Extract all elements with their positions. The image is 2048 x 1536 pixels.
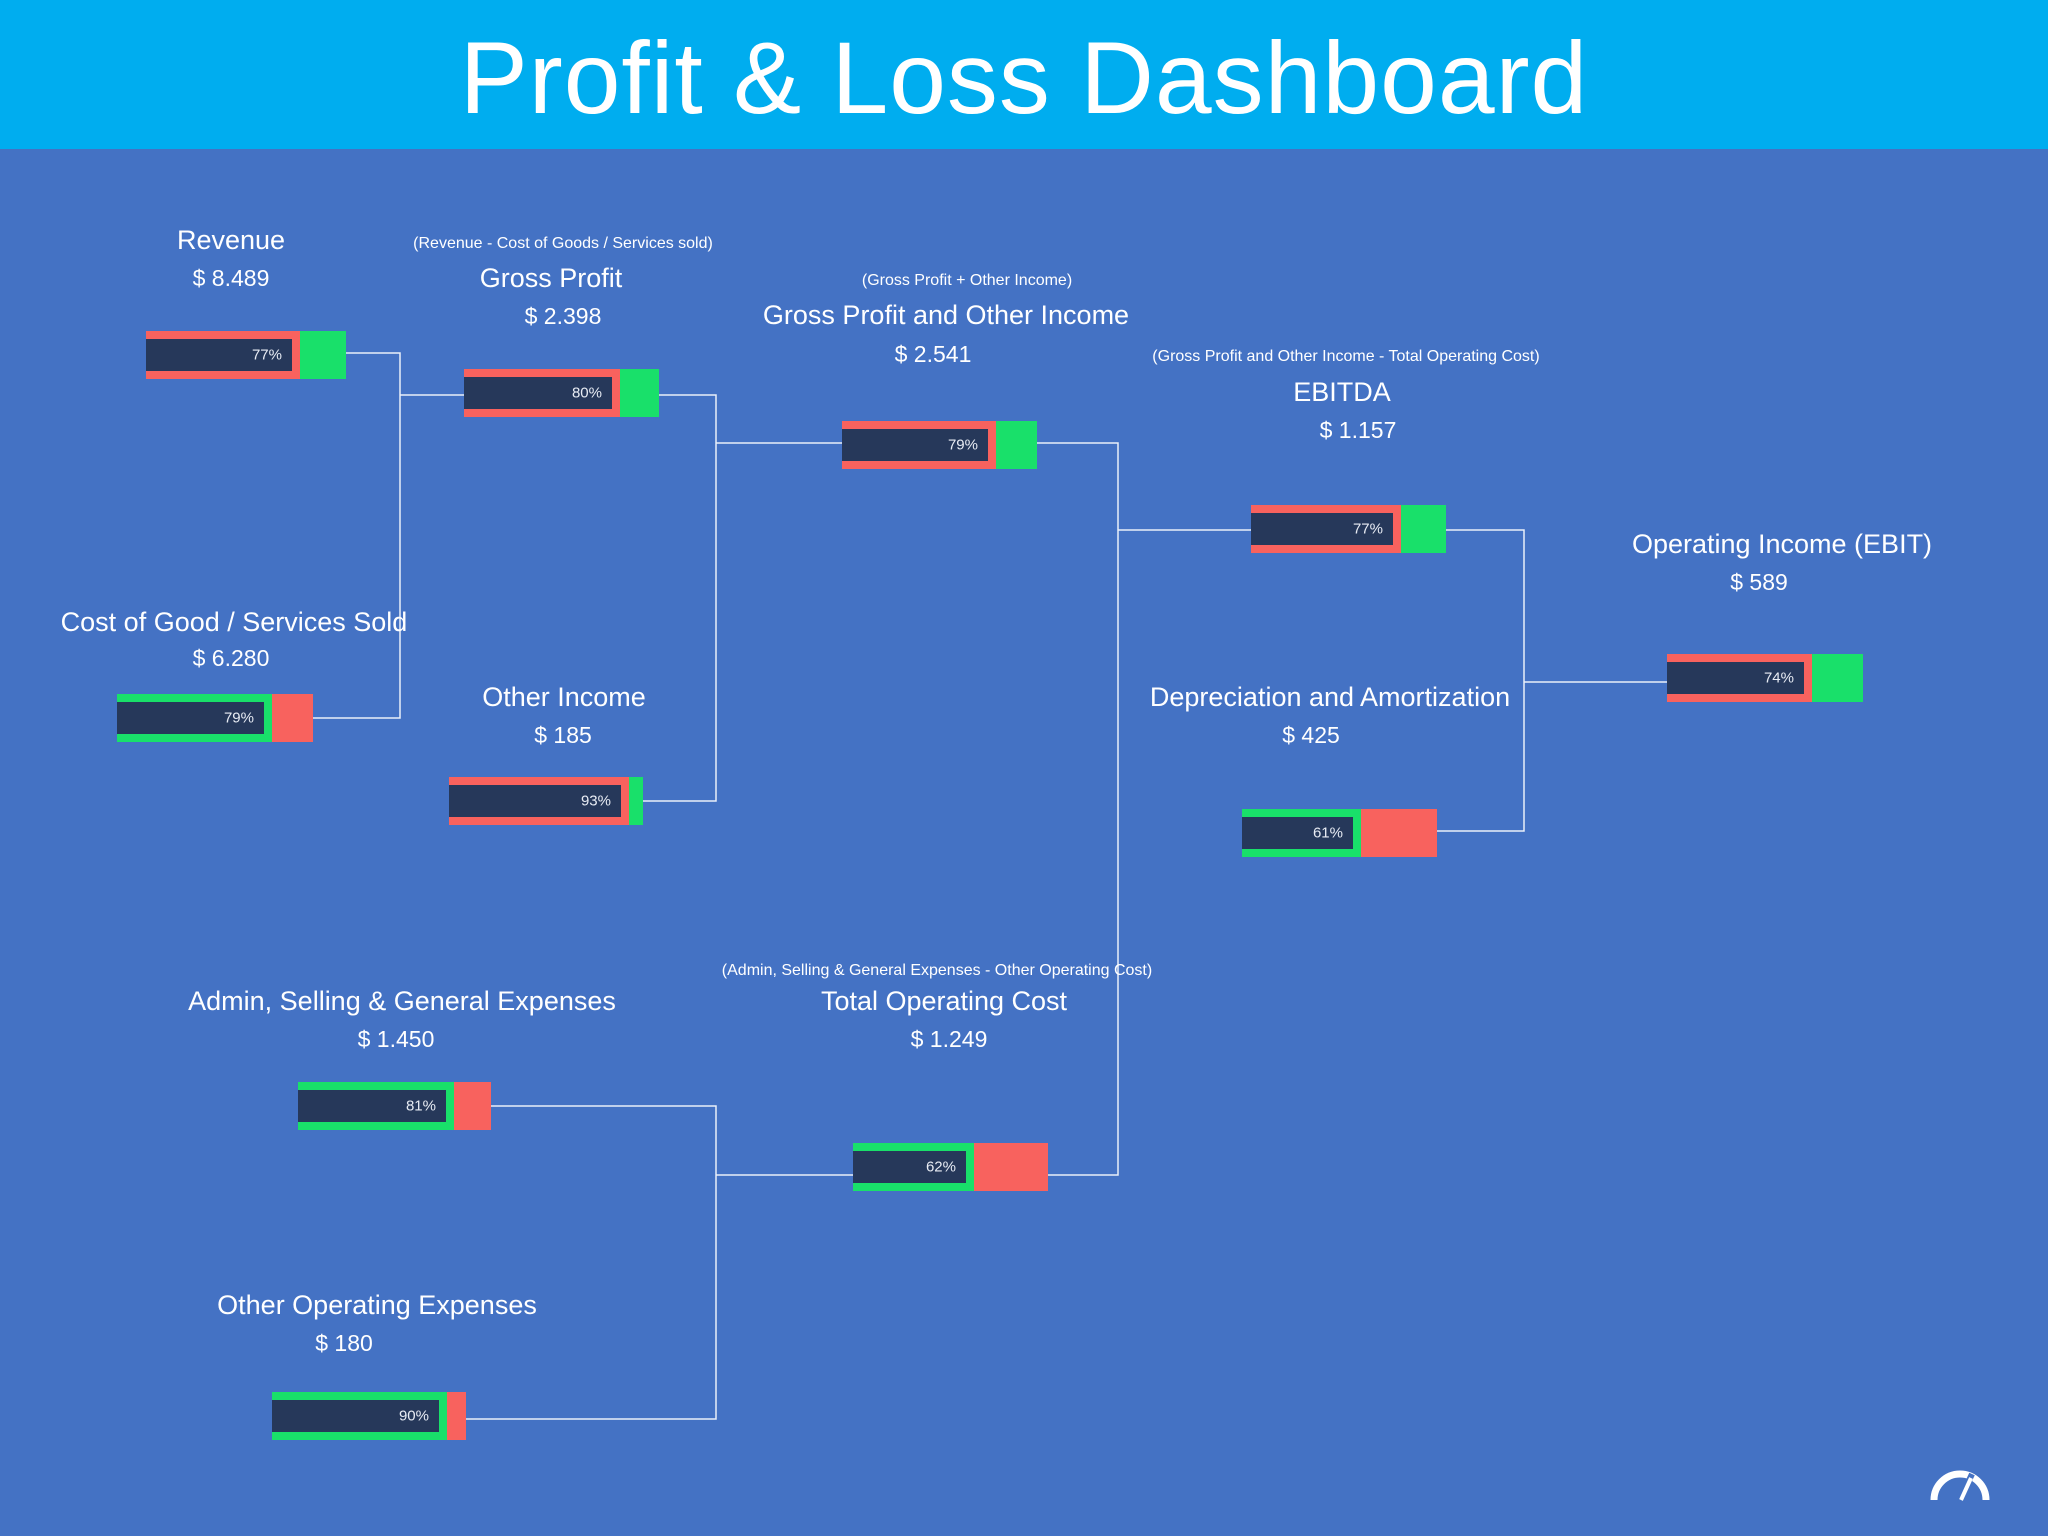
other-income-amount: $ 185 <box>534 722 592 748</box>
kpi-inner <box>117 702 264 734</box>
ebit-label: Operating Income (EBIT) <box>1631 529 1933 559</box>
kpi-percent: 80% <box>571 384 602 402</box>
admin-expenses-label: Admin, Selling & General Expenses <box>188 986 616 1016</box>
other-income-kpi-bar: 93% <box>449 777 643 825</box>
connector-gpoi-total-ebitda <box>1037 442 1252 1176</box>
other-income-label: Other Income <box>482 682 646 712</box>
depreciation-amount: $ 425 <box>1282 722 1340 748</box>
revenue-kpi-bar: 77% <box>146 331 346 379</box>
total-operating-cost-amount: $ 1.249 <box>910 1026 988 1052</box>
cogs-kpi-bar: 79% <box>117 694 313 742</box>
other-operating-kpi-bar: 90% <box>272 1392 466 1440</box>
kpi-inner <box>1242 817 1353 849</box>
kpi-inner <box>1251 513 1393 545</box>
kpi-inner <box>298 1090 446 1122</box>
cogs-amount: $ 6.280 <box>192 645 270 671</box>
total-operating-cost-formula: (Admin, Selling & General Expenses - Oth… <box>721 962 1153 979</box>
kpi-inner <box>146 339 292 371</box>
total-operating-cost-kpi-bar: 62% <box>853 1143 1048 1191</box>
kpi-inner <box>842 429 988 461</box>
ebit-amount: $ 589 <box>1730 569 1788 595</box>
revenue-label: Revenue <box>176 225 286 255</box>
kpi-percent: 61% <box>1312 824 1343 842</box>
kpi-inner <box>449 785 621 817</box>
depreciation-kpi-bar: 61% <box>1242 809 1437 857</box>
gp-other-income-amount: $ 2.541 <box>894 341 972 367</box>
kpi-percent: 74% <box>1763 669 1794 687</box>
gross-profit-kpi-bar: 80% <box>464 369 659 417</box>
kpi-percent: 79% <box>223 709 254 727</box>
connector-admin-other-total <box>466 1105 853 1420</box>
gp-other-income-formula: (Gross Profit + Other Income) <box>861 272 1073 289</box>
kpi-percent: 62% <box>925 1158 956 1176</box>
ebitda-amount: $ 1.157 <box>1319 417 1397 443</box>
depreciation-label: Depreciation and Amortization <box>1149 682 1511 712</box>
header-bar <box>0 0 2048 149</box>
kpi-percent: 79% <box>947 436 978 454</box>
ebitda-kpi-bar: 77% <box>1251 505 1446 553</box>
revenue-amount: $ 8.489 <box>192 265 270 291</box>
gross-profit-label: Gross Profit <box>479 263 623 293</box>
admin-expenses-kpi-bar: 81% <box>298 1082 491 1130</box>
connector-gross-other-gpoi <box>643 394 843 802</box>
kpi-percent: 93% <box>580 792 611 810</box>
other-operating-amount: $ 180 <box>315 1330 373 1356</box>
speedometer-icon <box>1930 1470 1990 1502</box>
gp-other-income-kpi-bar: 79% <box>842 421 1037 469</box>
ebitda-label: EBITDA <box>1293 377 1391 407</box>
ebitda-formula: (Gross Profit and Other Income - Total O… <box>1152 348 1540 365</box>
other-operating-label: Other Operating Expenses <box>217 1290 537 1320</box>
gross-profit-formula: (Revenue - Cost of Goods / Services sold… <box>413 235 713 252</box>
page-title: Profit & Loss Dashboard <box>459 21 1589 135</box>
kpi-inner <box>1667 662 1804 694</box>
kpi-inner <box>853 1151 966 1183</box>
kpi-inner <box>272 1400 439 1432</box>
gross-profit-amount: $ 2.398 <box>524 303 602 329</box>
kpi-inner <box>464 377 612 409</box>
kpi-percent: 81% <box>405 1097 436 1115</box>
kpi-percent: 77% <box>1352 520 1383 538</box>
kpi-percent: 77% <box>251 346 282 364</box>
total-operating-cost-label: Total Operating Cost <box>820 986 1068 1016</box>
admin-expenses-amount: $ 1.450 <box>357 1026 435 1052</box>
connector-revenue-cogs-gross <box>313 352 465 719</box>
ebit-kpi-bar: 74% <box>1667 654 1863 702</box>
connector-ebitda-depr-ebit <box>1437 529 1667 832</box>
kpi-percent: 90% <box>398 1407 429 1425</box>
cogs-label: Cost of Good / Services Sold <box>60 607 408 637</box>
gp-other-income-label: Gross Profit and Other Income <box>762 300 1130 330</box>
